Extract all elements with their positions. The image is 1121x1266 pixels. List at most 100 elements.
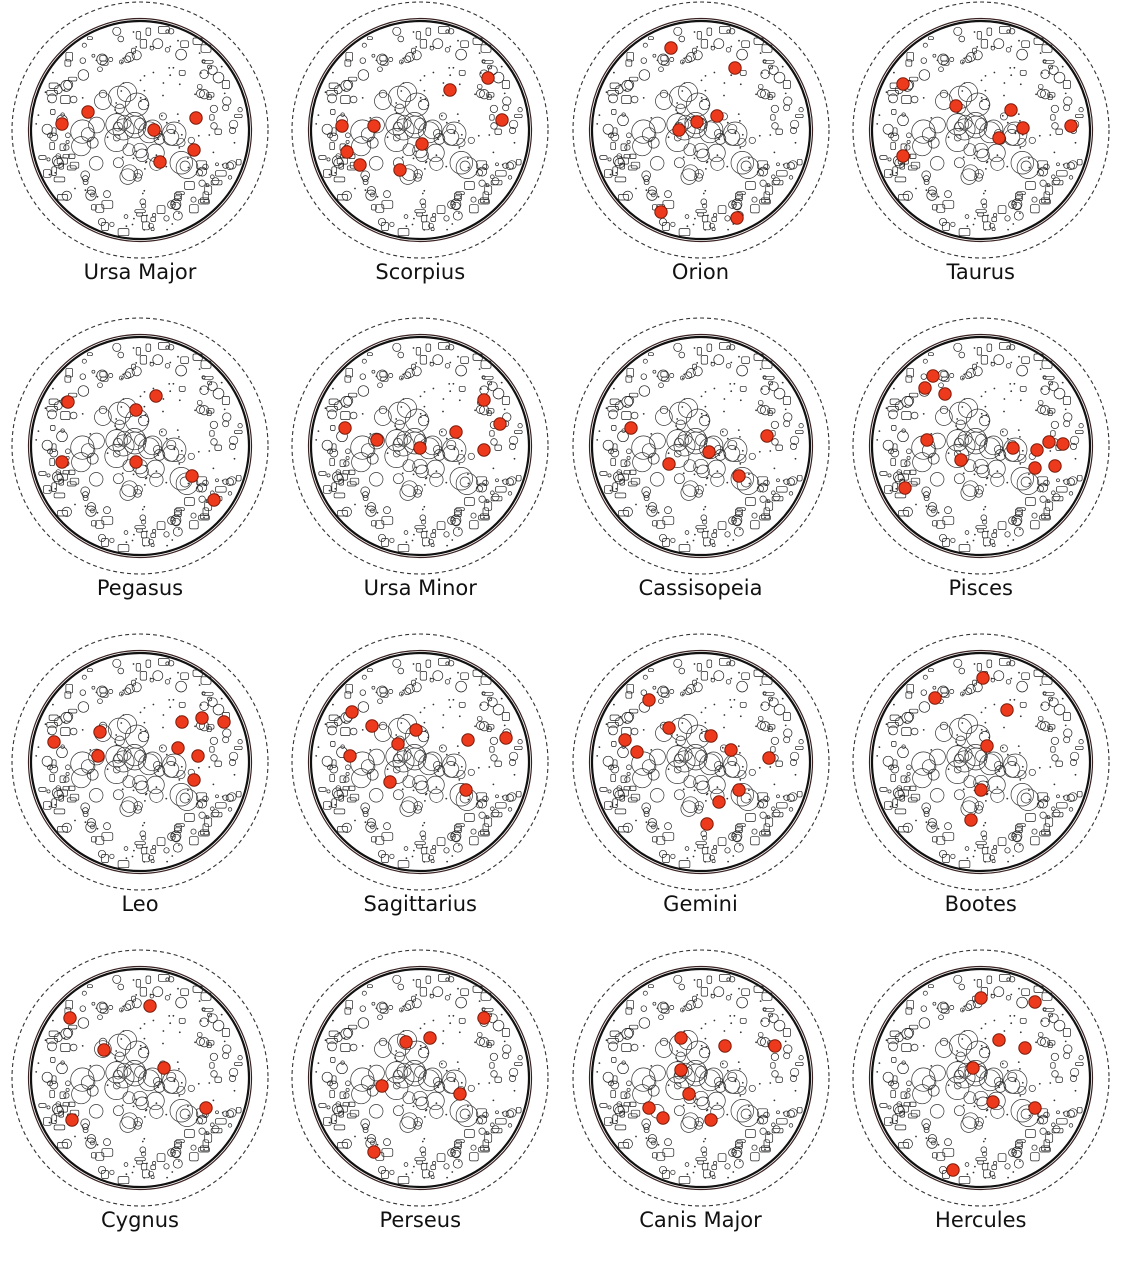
constellation-diagram: Leo [0, 633, 280, 950]
star-marker [1028, 1101, 1042, 1115]
star-marker [1064, 119, 1078, 133]
star-marker [701, 445, 716, 459]
star-markers [63, 999, 213, 1127]
star-marker [946, 1163, 960, 1177]
constellation-disk [852, 1, 1110, 259]
star-marker [673, 1063, 688, 1077]
disk-pattern [595, 342, 804, 553]
constellation-disk [571, 949, 830, 1207]
outer-dashed-ring [852, 317, 1110, 575]
constellation-disk [291, 633, 549, 891]
constellation-diagram: Pegasus [0, 317, 280, 634]
star-marker [335, 119, 349, 133]
star-marker [898, 481, 912, 495]
rim-outer [308, 333, 533, 559]
constellation-disk [571, 317, 830, 575]
disk-pattern [876, 342, 1084, 553]
star-marker [399, 1035, 413, 1049]
star-marker [1018, 1041, 1032, 1055]
star-marker [986, 1095, 1000, 1109]
constellation-diagram: Cassisopeia [561, 317, 841, 634]
star-marker [1056, 437, 1070, 451]
constellation-disk [571, 633, 830, 891]
star-marker [129, 403, 143, 417]
star-marker [481, 71, 495, 85]
constellation-label: Hercules [935, 1208, 1027, 1232]
star-marker [1028, 995, 1042, 1009]
star-marker [91, 749, 105, 763]
star-marker [93, 725, 107, 739]
star-marker [143, 999, 157, 1013]
star-marker [495, 113, 509, 127]
constellation-label: Leo [121, 892, 159, 916]
star-markers [928, 671, 1014, 827]
star-marker [617, 733, 632, 747]
star-markers [623, 421, 774, 483]
star-marker [673, 1031, 688, 1045]
rim-inner [870, 967, 1091, 1189]
star-marker [711, 795, 726, 809]
star-marker [55, 455, 69, 469]
star-markers [338, 393, 507, 457]
constellation-label: Pisces [948, 576, 1013, 600]
rim-inner [29, 335, 251, 557]
star-marker [918, 381, 932, 395]
constellation-label: Ursa Major [83, 260, 197, 284]
rim-inner [310, 651, 531, 873]
constellation-disk [852, 317, 1110, 575]
star-marker [689, 115, 704, 129]
star-marker [954, 453, 968, 467]
star-marker [393, 163, 407, 177]
rim-outer [27, 965, 253, 1191]
disk-pattern [35, 342, 243, 553]
outer-dashed-ring [11, 317, 269, 575]
star-marker [338, 421, 352, 435]
star-markers [55, 105, 203, 169]
star-marker [81, 105, 95, 119]
rim-inner [870, 651, 1091, 873]
constellation-label: Cassisopeia [638, 576, 763, 600]
star-marker [1042, 435, 1056, 449]
star-marker [703, 729, 718, 743]
star-marker [367, 119, 381, 133]
star-marker [449, 425, 463, 439]
star-marker [767, 1039, 782, 1053]
rim-outer [588, 333, 813, 559]
star-marker [383, 775, 397, 789]
star-marker [409, 723, 423, 737]
star-marker [97, 1043, 111, 1057]
constellation-diagram: Ursa Minor [280, 317, 560, 634]
star-marker [191, 749, 205, 763]
star-marker [629, 745, 644, 759]
constellation-label: Perseus [379, 1208, 462, 1232]
star-marker [1028, 461, 1042, 475]
star-marker [153, 155, 167, 169]
star-marker [731, 783, 746, 797]
outer-dashed-ring [571, 949, 830, 1207]
star-marker [1016, 121, 1030, 135]
constellation-diagram: Cygnus [0, 949, 280, 1266]
rim-outer [27, 17, 253, 243]
star-marker [920, 433, 934, 447]
constellation-diagram: Perseus [280, 949, 560, 1266]
star-marker [703, 1113, 718, 1127]
rim-outer [308, 17, 533, 243]
star-marker [896, 149, 910, 163]
rim-inner [590, 19, 811, 241]
star-marker [976, 671, 990, 685]
rim-outer [308, 649, 533, 875]
star-marker [1006, 441, 1020, 455]
constellation-label: Ursa Minor [363, 576, 477, 600]
star-marker [149, 389, 163, 403]
outer-dashed-ring [11, 949, 269, 1207]
rim-outer [868, 333, 1093, 559]
star-marker [681, 1087, 696, 1101]
star-marker [499, 731, 513, 745]
star-marker [661, 457, 676, 471]
constellation-label: Pegasus [96, 576, 184, 600]
star-marker [653, 205, 668, 219]
star-marker [1048, 459, 1062, 473]
star-marker [459, 783, 473, 797]
constellation-diagram: Scorpius [280, 1, 560, 318]
constellation-label: Gemini [663, 892, 738, 916]
